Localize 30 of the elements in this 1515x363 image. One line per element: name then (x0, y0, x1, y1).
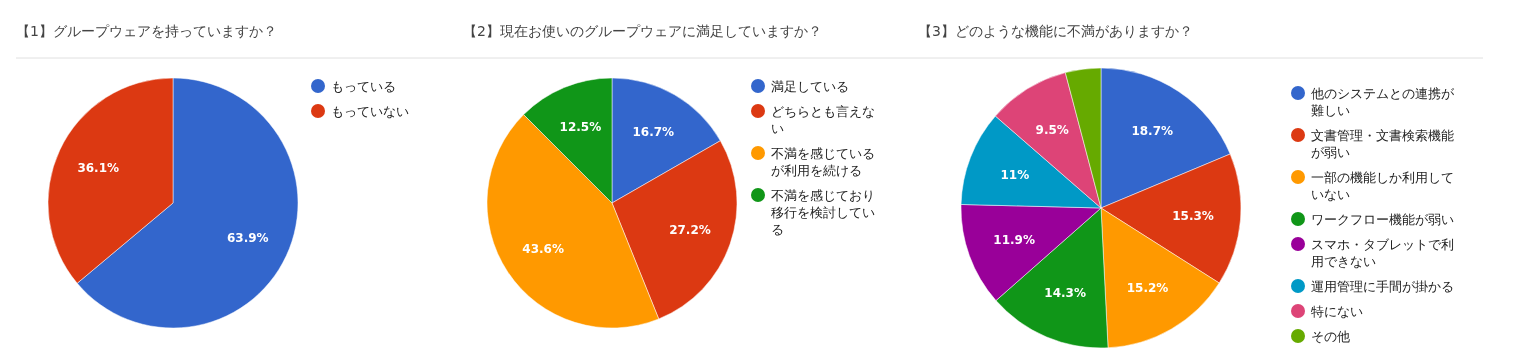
legend-label: 文書管理・文書検索機能が弱い (1311, 128, 1454, 160)
legend-label: もっている (331, 79, 396, 94)
legend-label: どちらとも言えない (771, 104, 875, 136)
legend-label: 特にない (1311, 304, 1363, 319)
data-label: 11.9% (993, 232, 1035, 247)
data-label: 18.7% (1131, 124, 1174, 139)
chart-title: 【1】グループウェアを持っていますか？ (16, 23, 277, 39)
legend-label: もっていない (331, 104, 409, 119)
legend-label: 一部の機能しか利用していない (1311, 170, 1454, 202)
data-label: 36.1% (77, 161, 120, 176)
data-label: 14.3% (1044, 286, 1086, 301)
data-label: 16.7% (632, 124, 675, 139)
legend-label: 不満を感じており移行を検討している (771, 188, 875, 237)
data-label: 9.5% (1035, 122, 1069, 137)
legend-label: ワークフロー機能が弱い (1311, 212, 1454, 227)
legend-label: その他 (1311, 329, 1350, 344)
legend-label: 他のシステムとの連携が難しい (1311, 86, 1455, 118)
legend-label: 満足している (771, 79, 849, 94)
chart-title: 【3】どのような機能に不満がありますか？ (918, 23, 1193, 39)
legend-label: 運用管理に手間が掛かる (1311, 279, 1454, 294)
chart-title: 【2】現在お使いのグループウェアに満足していますか？ (463, 23, 822, 39)
data-label: 27.2% (669, 223, 711, 238)
data-label: 15.3% (1172, 209, 1214, 224)
data-label: 12.5% (559, 119, 602, 134)
legend-label: 不満を感じているが利用を続ける (771, 146, 875, 178)
data-label: 15.2% (1126, 281, 1169, 296)
data-label: 11% (1000, 167, 1030, 182)
data-label: 43.6% (522, 241, 565, 256)
legend-label: スマホ・タブレットで利用できない (1311, 237, 1454, 269)
data-label: 63.9% (226, 231, 269, 246)
